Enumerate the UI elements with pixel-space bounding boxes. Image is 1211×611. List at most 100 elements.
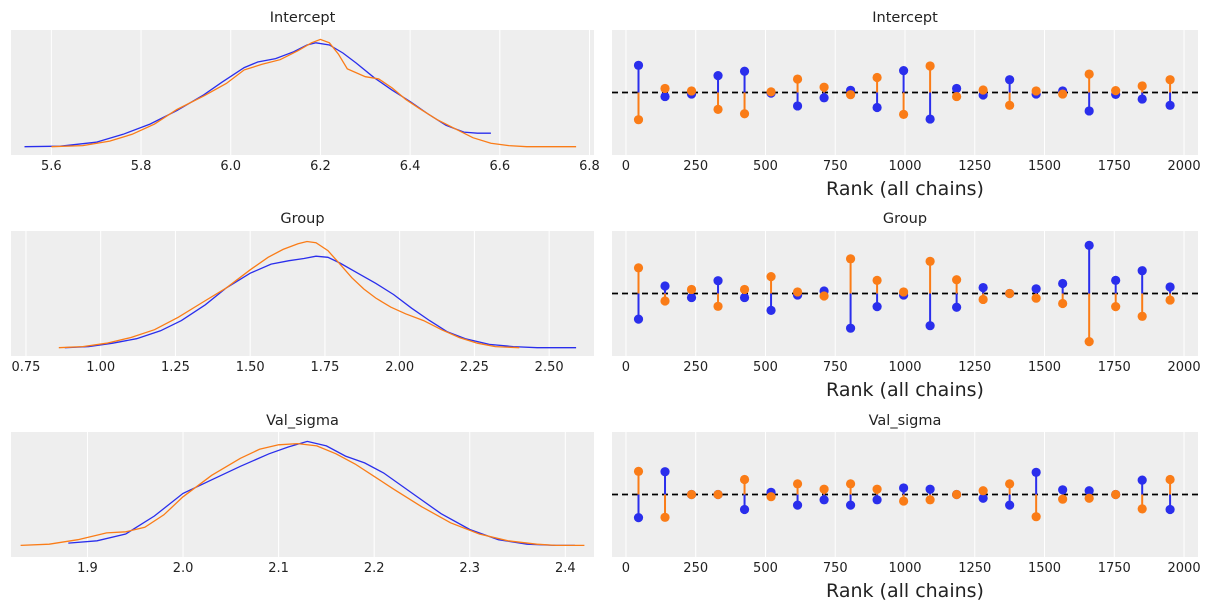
rank-point-chain-2 bbox=[899, 496, 909, 506]
x-tick-label: 1000 bbox=[888, 159, 921, 174]
x-tick-label: 750 bbox=[823, 360, 848, 375]
x-tick-label: 1500 bbox=[1028, 360, 1061, 375]
rank-point-chain-2 bbox=[1031, 293, 1041, 303]
x-tick-label: 1.25 bbox=[161, 360, 190, 375]
rank-point-chain-2 bbox=[872, 484, 882, 494]
rank-point-chain-2 bbox=[925, 495, 935, 505]
x-tick-label: 6.8 bbox=[579, 159, 600, 174]
x-tick-label: 5.8 bbox=[131, 159, 152, 174]
rank-point-chain-2 bbox=[1005, 288, 1015, 299]
x-tick-label: 0 bbox=[622, 561, 630, 576]
rank-point-chain-1 bbox=[978, 282, 988, 293]
rank-point-chain-1 bbox=[713, 276, 723, 286]
rank-point-chain-2 bbox=[1111, 489, 1121, 500]
rank-point-chain-1 bbox=[899, 66, 909, 76]
rank-point-chain-2 bbox=[739, 284, 750, 295]
rank-point-chain-2 bbox=[925, 61, 935, 71]
plot-background bbox=[11, 30, 594, 155]
rank-point-chain-2 bbox=[792, 287, 803, 297]
rank-point-chain-1 bbox=[739, 66, 750, 76]
rank-point-chain-2 bbox=[1137, 504, 1147, 514]
panel-density-1: Group 0.75 1.00 1.25 1.50 1.75 2.00 2.25 2.50 bbox=[11, 211, 594, 375]
rank-point-chain-2 bbox=[872, 275, 882, 285]
x-tick-label: 1000 bbox=[888, 360, 921, 375]
rank-point-chain-2 bbox=[713, 489, 723, 500]
rank-point-chain-2 bbox=[1084, 493, 1094, 503]
rank-point-chain-2 bbox=[792, 479, 803, 489]
x-tick-label: 6.6 bbox=[489, 159, 510, 174]
rank-point-chain-2 bbox=[978, 486, 988, 496]
x-tick-label: 500 bbox=[753, 561, 778, 576]
x-tick-label: 0.75 bbox=[11, 360, 40, 375]
x-tick-label: 6.0 bbox=[220, 159, 241, 174]
rank-point-chain-1 bbox=[660, 467, 670, 477]
rank-point-chain-1 bbox=[1165, 504, 1175, 515]
x-tick-label: 2.50 bbox=[535, 360, 564, 375]
panel-rank-1: Group 0 250 500 750 1000 1250 1500 1750 2000 Rank … bbox=[612, 211, 1201, 401]
x-tick-label: 1.50 bbox=[236, 360, 265, 375]
x-tick-label: 1250 bbox=[958, 561, 991, 576]
rank-point-chain-1 bbox=[872, 495, 882, 505]
panel-rank-0: Intercept 0 250 500 750 1000 1250 1500 1750 2000 R… bbox=[612, 10, 1201, 200]
x-tick-label: 500 bbox=[753, 360, 778, 375]
rank-point-chain-1 bbox=[660, 91, 670, 102]
rank-point-chain-2 bbox=[899, 109, 909, 119]
rank-point-chain-2 bbox=[1058, 89, 1068, 99]
rank-point-chain-2 bbox=[1058, 494, 1068, 504]
rank-point-chain-1 bbox=[686, 292, 697, 303]
rank-point-chain-2 bbox=[633, 263, 644, 273]
rank-point-chain-1 bbox=[1165, 100, 1175, 110]
panel-title: Intercept bbox=[270, 10, 336, 26]
rank-point-chain-1 bbox=[952, 302, 962, 312]
rank-point-chain-1 bbox=[1137, 475, 1147, 485]
rank-point-chain-1 bbox=[633, 314, 644, 324]
x-tick-label: 250 bbox=[683, 360, 708, 375]
density-line-chain-2 bbox=[20, 442, 585, 547]
panel-title: Group bbox=[280, 211, 324, 227]
panel-rank-2: Val_sigma 0 250 500 750 1000 1250 1500 1750 2000 R… bbox=[612, 413, 1201, 602]
rank-point-chain-1 bbox=[1058, 278, 1068, 289]
x-tick-label: 2.25 bbox=[460, 360, 489, 375]
rank-point-chain-2 bbox=[660, 296, 670, 306]
plot-background bbox=[11, 231, 594, 356]
rank-point-chain-2 bbox=[766, 87, 776, 97]
rank-point-chain-1 bbox=[872, 102, 882, 113]
rank-point-chain-1 bbox=[766, 305, 776, 315]
x-tick-label: 2.0 bbox=[173, 561, 194, 576]
rank-point-chain-1 bbox=[845, 500, 856, 510]
rank-point-chain-2 bbox=[1084, 69, 1094, 79]
rank-point-chain-2 bbox=[952, 91, 962, 102]
rank-point-chain-1 bbox=[633, 60, 644, 70]
rank-point-chain-2 bbox=[925, 256, 935, 266]
rank-point-chain-2 bbox=[1165, 75, 1175, 85]
rank-point-chain-1 bbox=[792, 500, 803, 510]
rank-point-chain-1 bbox=[925, 321, 935, 331]
x-tick-label: 1750 bbox=[1098, 360, 1131, 375]
rank-point-chain-2 bbox=[633, 466, 644, 476]
rank-point-chain-2 bbox=[1165, 295, 1175, 305]
x-tick-label: 2.2 bbox=[364, 561, 385, 576]
rank-point-chain-2 bbox=[819, 484, 829, 494]
rank-point-chain-2 bbox=[713, 104, 723, 114]
x-tick-label: 1750 bbox=[1098, 159, 1131, 174]
rank-point-chain-2 bbox=[952, 489, 962, 500]
rank-point-chain-2 bbox=[845, 479, 856, 489]
rank-point-chain-2 bbox=[1031, 86, 1041, 96]
rank-point-chain-1 bbox=[1005, 75, 1015, 85]
x-tick-label: 2000 bbox=[1168, 561, 1201, 576]
rank-point-chain-1 bbox=[1111, 275, 1121, 285]
rank-point-chain-2 bbox=[1111, 86, 1121, 96]
rank-point-chain-1 bbox=[713, 71, 723, 81]
x-tick-label: 1250 bbox=[958, 159, 991, 174]
rank-point-chain-1 bbox=[925, 114, 935, 124]
rank-point-chain-2 bbox=[819, 82, 829, 92]
x-tick-label: 250 bbox=[683, 561, 708, 576]
x-tick-label: 2000 bbox=[1168, 159, 1201, 174]
x-tick-label: 2.1 bbox=[268, 561, 289, 576]
x-tick-label: 2.00 bbox=[385, 360, 414, 375]
x-tick-label: 6.2 bbox=[310, 159, 331, 174]
x-tick-label: 2.4 bbox=[555, 561, 576, 576]
rank-point-chain-1 bbox=[1165, 282, 1175, 292]
density-line-chain-1 bbox=[64, 255, 577, 349]
rank-point-chain-1 bbox=[925, 484, 935, 494]
